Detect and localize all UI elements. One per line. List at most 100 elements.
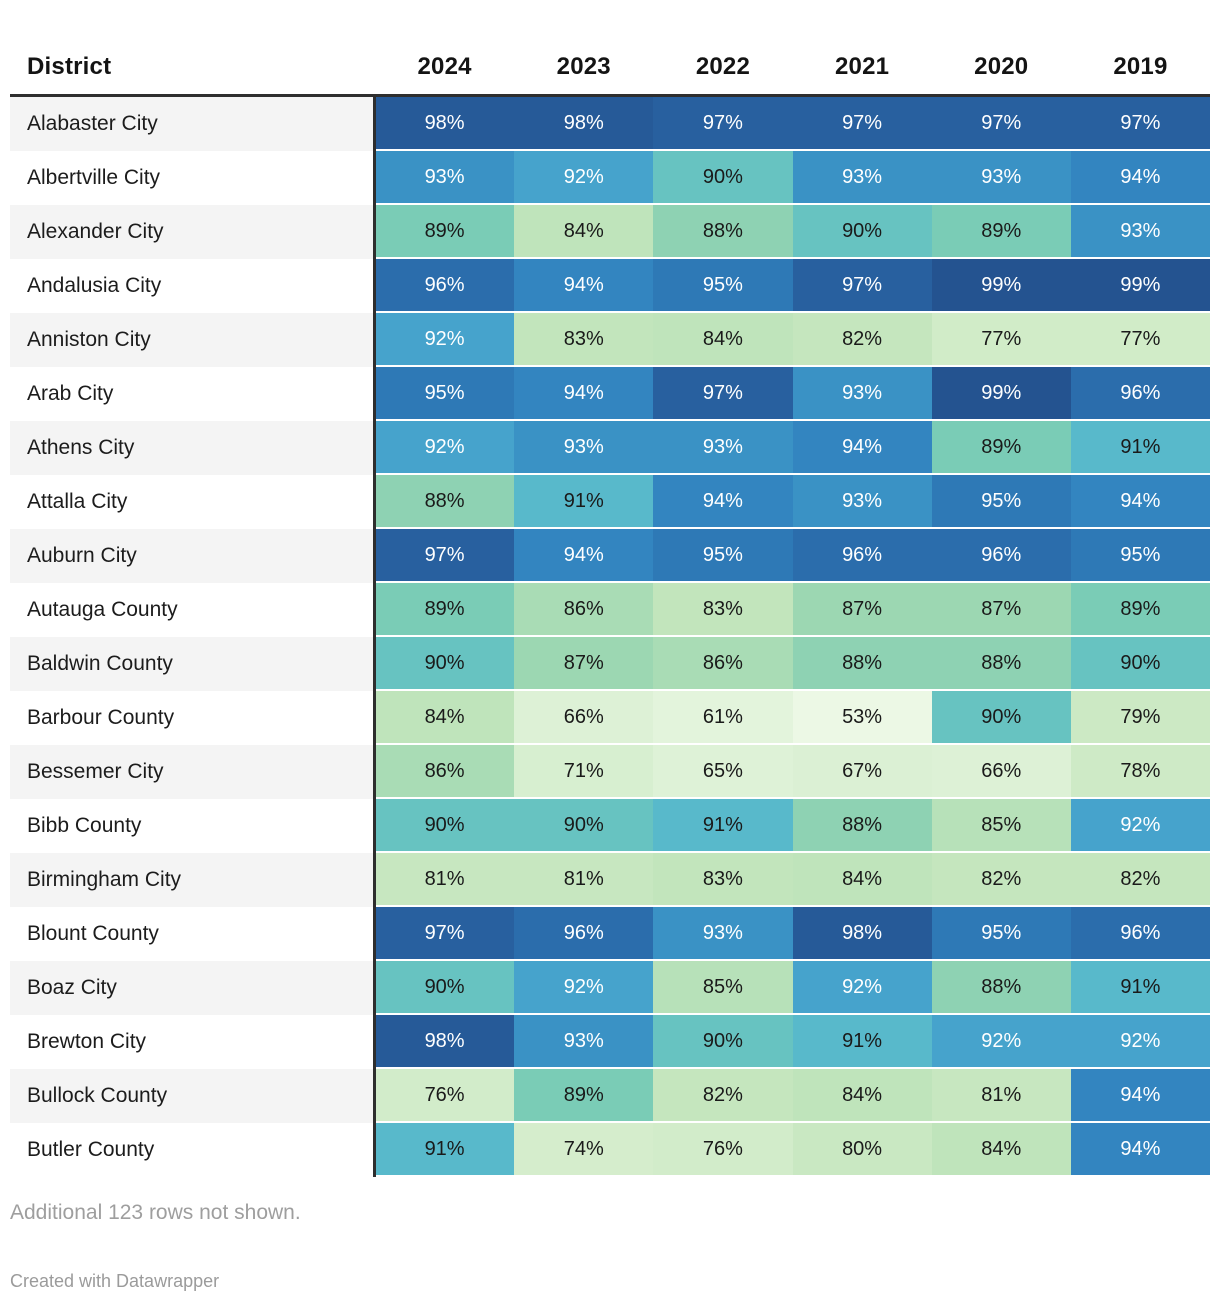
value-cell: 84%: [375, 691, 515, 745]
table-row: Bullock County 76% 89% 82% 84% 81% 94%: [10, 1069, 1210, 1123]
value-cell: 96%: [375, 259, 515, 313]
table-row: Attalla City 88% 91% 94% 93% 95% 94%: [10, 475, 1210, 529]
value-cell: 89%: [375, 205, 515, 259]
table-header-row: District 2024 2023 2022 2021 2020 2019: [10, 40, 1210, 97]
value-cell: 82%: [653, 1069, 793, 1123]
table-row: Boaz City 90% 92% 85% 92% 88% 91%: [10, 961, 1210, 1015]
value-cell: 90%: [375, 637, 515, 691]
value-cell: 93%: [653, 421, 793, 475]
value-cell: 97%: [931, 97, 1071, 151]
value-cell: 88%: [931, 961, 1071, 1015]
table-row: Barbour County 84% 66% 61% 53% 90% 79%: [10, 691, 1210, 745]
value-cell: 86%: [653, 637, 793, 691]
value-cell: 93%: [375, 151, 515, 205]
table-row: Bessemer City 86% 71% 65% 67% 66% 78%: [10, 745, 1210, 799]
value-cell: 94%: [792, 421, 932, 475]
value-cell: 74%: [514, 1123, 654, 1177]
value-cell: 89%: [1070, 583, 1210, 637]
value-cell: 89%: [375, 583, 515, 637]
value-cell: 97%: [375, 907, 515, 961]
value-cell: 83%: [653, 583, 793, 637]
value-cell: 53%: [792, 691, 932, 745]
value-cell: 93%: [653, 907, 793, 961]
value-cell: 66%: [514, 691, 654, 745]
value-cell: 89%: [514, 1069, 654, 1123]
value-cell: 90%: [792, 205, 932, 259]
value-cell: 84%: [792, 853, 932, 907]
table-row: Anniston City 92% 83% 84% 82% 77% 77%: [10, 313, 1210, 367]
value-cell: 88%: [931, 637, 1071, 691]
value-cell: 92%: [514, 961, 654, 1015]
value-cell: 87%: [931, 583, 1071, 637]
district-cell: Alabaster City: [10, 97, 375, 151]
district-cell: Albertville City: [10, 151, 375, 205]
district-cell: Bessemer City: [10, 745, 375, 799]
table-row: Albertville City 93% 92% 90% 93% 93% 94%: [10, 151, 1210, 205]
rows-not-shown-note: Additional 123 rows not shown.: [10, 1201, 301, 1224]
district-cell: Barbour County: [10, 691, 375, 745]
value-cell: 91%: [1070, 421, 1210, 475]
table-row: Auburn City 97% 94% 95% 96% 96% 95%: [10, 529, 1210, 583]
district-cell: Blount County: [10, 907, 375, 961]
value-cell: 86%: [375, 745, 515, 799]
value-cell: 95%: [931, 907, 1071, 961]
value-cell: 77%: [931, 313, 1071, 367]
value-cell: 96%: [1070, 367, 1210, 421]
value-cell: 84%: [792, 1069, 932, 1123]
value-cell: 91%: [514, 475, 654, 529]
table-row: Autauga County 89% 86% 83% 87% 87% 89%: [10, 583, 1210, 637]
table-row: Athens City 92% 93% 93% 94% 89% 91%: [10, 421, 1210, 475]
column-header-2019: 2019: [1113, 53, 1168, 80]
value-cell: 96%: [514, 907, 654, 961]
value-cell: 90%: [931, 691, 1071, 745]
value-cell: 94%: [1070, 1069, 1210, 1123]
value-cell: 90%: [514, 799, 654, 853]
value-cell: 81%: [514, 853, 654, 907]
value-cell: 82%: [792, 313, 932, 367]
column-header-2022: 2022: [695, 53, 751, 80]
value-cell: 85%: [653, 961, 793, 1015]
value-cell: 82%: [931, 853, 1071, 907]
column-header-2021: 2021: [834, 53, 890, 80]
value-cell: 93%: [792, 367, 932, 421]
value-cell: 87%: [514, 637, 654, 691]
value-cell: 66%: [931, 745, 1071, 799]
value-cell: 94%: [514, 259, 654, 313]
value-cell: 98%: [514, 97, 654, 151]
value-cell: 90%: [653, 151, 793, 205]
value-cell: 86%: [514, 583, 654, 637]
value-cell: 98%: [375, 97, 515, 151]
column-header-2023: 2023: [556, 53, 611, 80]
value-cell: 90%: [375, 961, 515, 1015]
value-cell: 94%: [653, 475, 793, 529]
value-cell: 84%: [514, 205, 654, 259]
district-cell: Attalla City: [10, 475, 375, 529]
value-cell: 92%: [1070, 1015, 1210, 1069]
value-cell: 83%: [653, 853, 793, 907]
value-cell: 94%: [1070, 151, 1210, 205]
value-cell: 93%: [931, 151, 1071, 205]
value-cell: 95%: [375, 367, 515, 421]
value-cell: 90%: [653, 1015, 793, 1069]
value-cell: 92%: [931, 1015, 1071, 1069]
table-row: Andalusia City 96% 94% 95% 97% 99% 99%: [10, 259, 1210, 313]
table-row: Blount County 97% 96% 93% 98% 95% 96%: [10, 907, 1210, 961]
district-cell: Bibb County: [10, 799, 375, 853]
value-cell: 79%: [1070, 691, 1210, 745]
district-cell: Arab City: [10, 367, 375, 421]
value-cell: 78%: [1070, 745, 1210, 799]
value-cell: 93%: [514, 421, 654, 475]
value-cell: 96%: [931, 529, 1071, 583]
value-cell: 90%: [1070, 637, 1210, 691]
value-cell: 93%: [514, 1015, 654, 1069]
value-cell: 91%: [375, 1123, 515, 1177]
district-cell: Autauga County: [10, 583, 375, 637]
table-body: Alabaster City 98% 98% 97% 97% 97% 97% Albertvi…: [10, 97, 1210, 1177]
value-cell: 96%: [1070, 907, 1210, 961]
district-cell: Birmingham City: [10, 853, 375, 907]
value-cell: 96%: [792, 529, 932, 583]
district-cell: Athens City: [10, 421, 375, 475]
value-cell: 71%: [514, 745, 654, 799]
table-row: Alexander City 89% 84% 88% 90% 89% 93%: [10, 205, 1210, 259]
value-cell: 84%: [653, 313, 793, 367]
